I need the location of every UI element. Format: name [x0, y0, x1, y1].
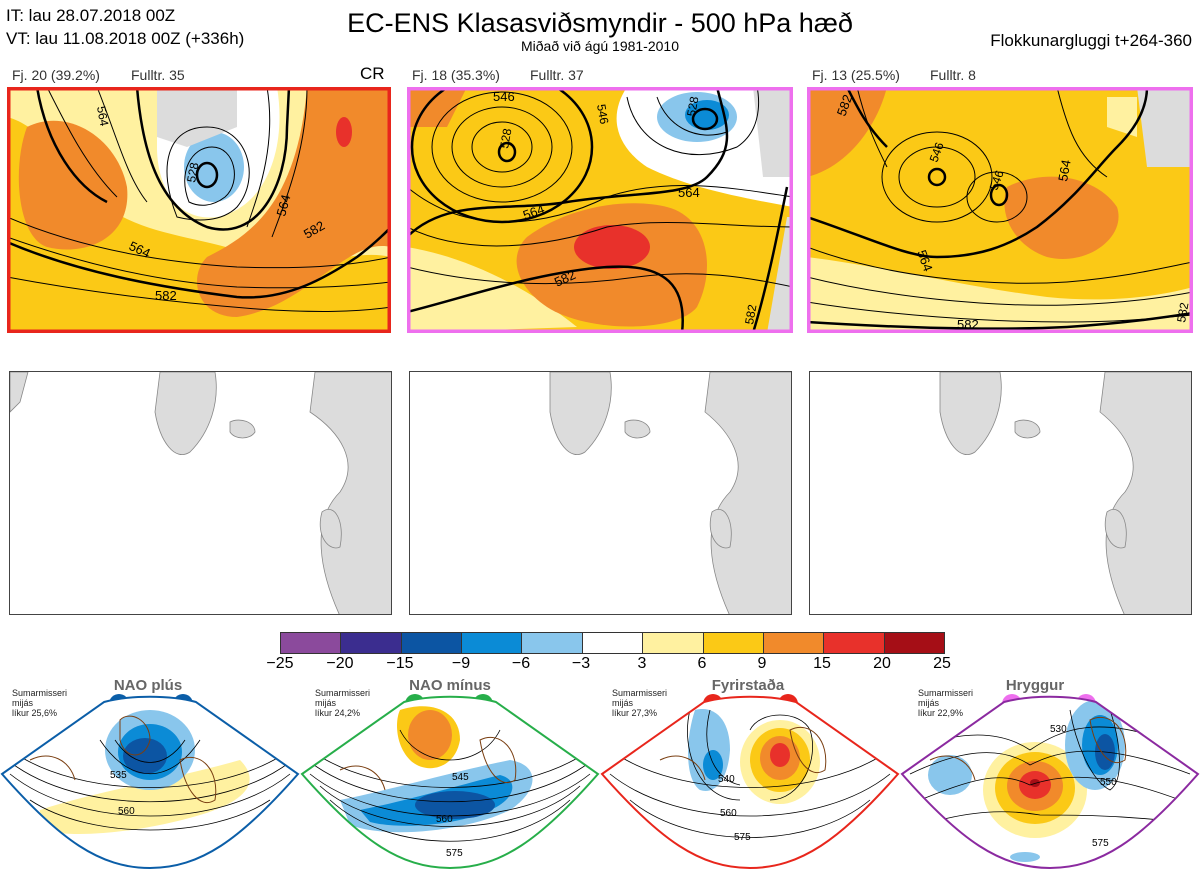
colorbar-tick: 3 — [637, 655, 647, 672]
colorbar-swatch — [703, 633, 764, 653]
cluster-2-representative: Fulltr. 37 — [530, 67, 584, 83]
contour-label: 582 — [742, 303, 759, 325]
initial-time: IT: lau 28.07.2018 00Z — [6, 6, 176, 25]
colorbar-tick: −15 — [386, 655, 414, 672]
classification-window: Flokkunargluggi t+264-360 — [990, 31, 1192, 50]
contour-label: 582 — [1174, 301, 1191, 323]
colorbar-tick: −25 — [266, 655, 294, 672]
contour-label: 564 — [521, 201, 547, 223]
contour-label: 546 — [927, 140, 947, 164]
colorbar-swatch — [281, 633, 342, 653]
contour-label: 528 — [497, 127, 514, 149]
contour-label: 546 — [987, 168, 1007, 192]
base-map-3 — [809, 371, 1192, 615]
colorbar-swatch — [462, 633, 523, 653]
cluster-3-label: Fj. 13 (25.5%) — [812, 67, 900, 83]
contour-label: 560 — [436, 814, 453, 825]
page-title: EC-ENS Klasasviðsmyndir - 500 hPa hæð — [347, 8, 853, 38]
regime-4-note: Sumarmisseri mijás líkur 22,9% — [918, 688, 974, 718]
contour-label: 575 — [1092, 838, 1109, 849]
colorbar-tick: −20 — [326, 655, 354, 672]
contour-label: 528 — [184, 161, 201, 183]
regime-3-map: 540 560 575 — [600, 695, 900, 870]
colorbar-swatch — [582, 633, 644, 653]
contour-label: 545 — [452, 772, 469, 783]
base-map-2 — [409, 371, 792, 615]
contour-label: 560 — [720, 808, 737, 819]
contour-label: 546 — [594, 103, 611, 125]
contour-label: 564 — [94, 105, 111, 127]
contour-label: 550 — [1100, 777, 1117, 788]
cluster-1-representative: Fulltr. 35 — [131, 67, 185, 83]
colorbar-swatch — [401, 633, 463, 653]
colorbar-swatch — [824, 633, 885, 653]
contour-label: 560 — [118, 806, 135, 817]
cluster-1-map: 564 564 582 582 528 564 — [7, 87, 391, 333]
regime-3-note: Sumarmisseri mijás líkur 27,3% — [612, 688, 668, 718]
cluster-1-label: Fj. 20 (39.2%) — [12, 67, 100, 83]
colorbar-tick: −9 — [451, 655, 471, 672]
contour-label: 546 — [493, 89, 515, 104]
page-subtitle: Miðað við ágú 1981-2010 — [520, 38, 679, 54]
regime-3-title: Fyrirstaða — [711, 677, 785, 694]
colorbar-tick: 6 — [697, 655, 707, 672]
colorbar-tick: 25 — [933, 655, 951, 672]
colorbar — [280, 632, 945, 654]
regime-2-note: Sumarmisseri mijás líkur 24,2% — [315, 688, 371, 718]
contour-label: 582 — [155, 288, 177, 303]
regime-2-map: 545 560 575 — [300, 695, 600, 870]
contour-label: 575 — [734, 832, 751, 843]
contour-label: 564 — [1055, 159, 1074, 183]
cluster-2-label: Fj. 18 (35.3%) — [412, 67, 500, 83]
colorbar-tick: 20 — [873, 655, 891, 672]
colorbar-tick: 9 — [757, 655, 767, 672]
contour-label: 564 — [914, 248, 936, 274]
regime-1-map: 535 560 — [0, 695, 300, 870]
colorbar-tick: −3 — [571, 655, 591, 672]
regime-4-title: Hryggur — [1005, 677, 1065, 694]
contour-label: 564 — [273, 193, 293, 218]
contour-label: 575 — [446, 848, 463, 859]
contour-label: 530 — [1050, 724, 1067, 735]
regime-1-title: NAO plús — [113, 677, 183, 694]
contour-label: 582 — [957, 317, 979, 332]
contour-label: 582 — [834, 93, 856, 119]
colorbar-swatch — [884, 633, 944, 653]
cluster-1-tag: CR — [360, 64, 385, 83]
colorbar-tick: −6 — [511, 655, 531, 672]
cluster-3-representative: Fulltr. 8 — [930, 67, 976, 83]
contour-label: 540 — [718, 774, 735, 785]
contour-label: 528 — [684, 95, 701, 117]
regime-1-note: Sumarmisseri mijás líkur 25,6% — [12, 688, 68, 718]
regime-4-map: 530 550 575 — [900, 695, 1200, 870]
contour-label: 564 — [678, 185, 700, 200]
cluster-3-map: 582 546 546 564 564 582 582 — [807, 87, 1193, 333]
colorbar-swatch — [522, 633, 583, 653]
contour-label: 535 — [110, 770, 127, 781]
base-map-1 — [9, 371, 392, 615]
colorbar-tick: 15 — [813, 655, 831, 672]
colorbar-swatch — [341, 633, 402, 653]
colorbar-swatch — [763, 633, 825, 653]
colorbar-swatch — [643, 633, 704, 653]
regime-2-title: NAO mínus — [409, 677, 491, 694]
valid-time: VT: lau 11.08.2018 00Z (+336h) — [6, 29, 245, 48]
cluster-2-map: 546 528 528 546 564 564 582 582 — [407, 87, 793, 333]
